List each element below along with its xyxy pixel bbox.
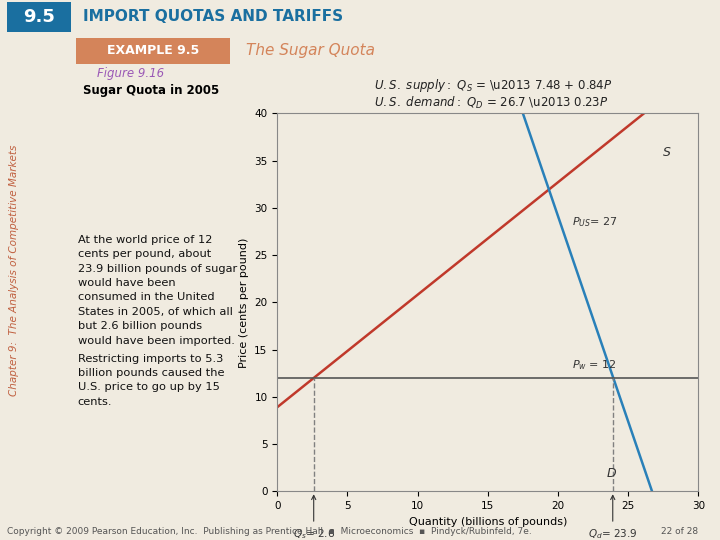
Text: D: D [607, 467, 617, 480]
Text: $P_{US}$= 27: $P_{US}$= 27 [572, 215, 618, 229]
Text: S: S [663, 146, 671, 159]
FancyBboxPatch shape [7, 2, 71, 32]
Text: At the world price of 12
cents per pound, about
23.9 billion pounds of sugar
wou: At the world price of 12 cents per pound… [78, 235, 237, 346]
Y-axis label: Price (cents per pound): Price (cents per pound) [238, 237, 248, 368]
Text: 22 of 28: 22 of 28 [661, 526, 698, 536]
Text: Copyright © 2009 Pearson Education, Inc.  Publishing as Prentice Hall  ▪  Microe: Copyright © 2009 Pearson Education, Inc.… [7, 526, 532, 536]
Text: IMPORT QUOTAS AND TARIFFS: IMPORT QUOTAS AND TARIFFS [83, 9, 343, 24]
FancyBboxPatch shape [76, 38, 230, 64]
Text: The Sugar Quota: The Sugar Quota [246, 43, 375, 58]
Text: $\it{U.S.\ supply:}$ $Q_S$ = \u2013 7.48 + 0.84$P$: $\it{U.S.\ supply:}$ $Q_S$ = \u2013 7.48… [374, 77, 613, 93]
Text: EXAMPLE 9.5: EXAMPLE 9.5 [107, 44, 199, 57]
Text: Restricting imports to 5.3
billion pounds caused the
U.S. price to go up by 15
c: Restricting imports to 5.3 billion pound… [78, 354, 224, 407]
Text: Figure 9.16: Figure 9.16 [97, 67, 164, 80]
Text: Sugar Quota in 2005: Sugar Quota in 2005 [83, 84, 220, 97]
Text: $\it{U.S.\ demand:}$ $Q_D$ = 26.7 \u2013 0.23$P$: $\it{U.S.\ demand:}$ $Q_D$ = 26.7 \u2013… [374, 95, 608, 111]
Text: $Q_s$= 2.6: $Q_s$= 2.6 [292, 495, 335, 540]
Text: $Q_d$= 23.9: $Q_d$= 23.9 [588, 495, 637, 540]
Text: $P_w$ = 12: $P_w$ = 12 [572, 359, 617, 373]
Text: 9.5: 9.5 [23, 8, 55, 25]
X-axis label: Quantity (billions of pounds): Quantity (billions of pounds) [409, 517, 567, 526]
Text: Chapter 9:  The Analysis of Competitive Markets: Chapter 9: The Analysis of Competitive M… [9, 144, 19, 396]
